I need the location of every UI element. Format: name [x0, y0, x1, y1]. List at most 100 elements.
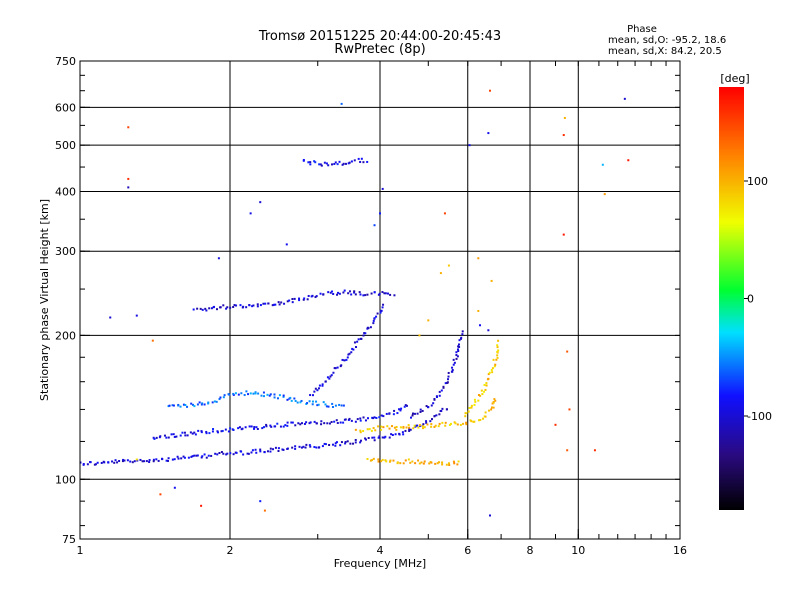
- echo-point: [364, 438, 367, 441]
- echo-point: [349, 442, 352, 445]
- echo-point: [360, 439, 363, 442]
- echo-point: [346, 440, 349, 443]
- echo-point: [284, 424, 287, 427]
- echo-point: [353, 341, 356, 344]
- echo-point: [350, 160, 353, 163]
- echo-point: [433, 425, 436, 428]
- echo-point: [180, 457, 183, 460]
- echo-point: [175, 435, 178, 438]
- echo-point: [404, 404, 407, 407]
- echo-point: [493, 365, 496, 368]
- echo-point: [181, 431, 184, 434]
- echo-point: [359, 431, 362, 434]
- echo-point: [492, 358, 495, 361]
- echo-point: [479, 394, 482, 397]
- echo-point: [366, 428, 369, 431]
- colorbar-tick-label: 100: [747, 175, 768, 188]
- echo-point: [490, 368, 493, 371]
- echo-point: [152, 436, 155, 439]
- echo-point: [422, 427, 425, 430]
- echo-point: [107, 461, 110, 464]
- echo-point: [245, 390, 248, 393]
- echo-point: [316, 389, 319, 392]
- echo-point: [222, 304, 225, 307]
- echo-point: [593, 449, 596, 452]
- echo-point: [265, 423, 268, 426]
- echo-point: [196, 307, 199, 310]
- echo-point: [290, 399, 293, 402]
- echo-point: [254, 448, 257, 451]
- echo-point: [405, 426, 408, 429]
- echo-point: [259, 201, 262, 204]
- echo-point: [360, 337, 363, 340]
- echo-point: [566, 449, 569, 452]
- echo-point: [261, 427, 264, 430]
- echo-point: [161, 457, 164, 460]
- echo-point: [243, 394, 246, 397]
- echo-point: [435, 414, 438, 417]
- echo-point: [388, 412, 391, 415]
- echo-point: [400, 407, 403, 410]
- echo-point: [205, 309, 208, 312]
- echo-point: [256, 305, 259, 308]
- echo-point: [342, 421, 345, 424]
- echo-point: [96, 461, 99, 464]
- echo-point: [447, 264, 450, 267]
- echo-point: [456, 423, 459, 426]
- echo-point: [426, 406, 429, 409]
- echo-point: [423, 426, 426, 429]
- colorbar-ticks: 100 0 -100: [744, 175, 772, 423]
- echo-point: [348, 290, 351, 293]
- echo-point: [314, 387, 317, 390]
- echo-point: [483, 383, 486, 386]
- echo-point: [396, 461, 399, 464]
- echo-point: [232, 392, 235, 395]
- echo-point: [331, 290, 334, 293]
- echo-point: [359, 293, 362, 296]
- echo-point: [381, 187, 384, 190]
- x-tick-label: 6: [464, 544, 471, 557]
- echo-point: [315, 446, 318, 449]
- echo-point: [468, 406, 471, 409]
- echo-point: [367, 437, 370, 440]
- echo-point: [214, 452, 217, 455]
- echo-point: [493, 398, 496, 401]
- echo-point: [282, 395, 285, 398]
- echo-point: [342, 291, 345, 294]
- echo-point: [366, 160, 369, 163]
- echo-point: [359, 429, 362, 432]
- echo-point: [430, 425, 433, 428]
- echo-point: [285, 243, 288, 246]
- echo-point: [193, 431, 196, 434]
- echo-point: [389, 459, 392, 462]
- echo-point: [167, 457, 170, 460]
- echo-point: [497, 339, 500, 342]
- echo-point: [331, 406, 334, 409]
- echo-point: [327, 164, 330, 167]
- echo-point: [317, 387, 320, 390]
- echo-point: [438, 390, 441, 393]
- echo-point: [315, 400, 318, 403]
- echo-point: [210, 454, 213, 457]
- echo-point: [274, 303, 277, 306]
- echo-point: [448, 463, 451, 466]
- echo-point: [372, 417, 375, 420]
- echo-point: [244, 426, 247, 429]
- echo-point: [334, 444, 337, 447]
- echo-point: [447, 378, 450, 381]
- echo-point: [172, 433, 175, 436]
- echo-point: [321, 383, 324, 386]
- echo-point: [437, 425, 440, 428]
- echo-point: [193, 405, 196, 408]
- echo-point: [216, 430, 219, 433]
- echo-point: [479, 418, 482, 421]
- echo-point: [348, 352, 351, 355]
- echo-point: [460, 336, 463, 339]
- echo-point: [305, 443, 308, 446]
- echo-point: [334, 161, 337, 164]
- echo-point: [407, 458, 410, 461]
- y-tick-label: 300: [55, 245, 76, 258]
- echo-point: [331, 402, 334, 405]
- echo-point: [332, 371, 335, 374]
- echo-point: [376, 312, 379, 315]
